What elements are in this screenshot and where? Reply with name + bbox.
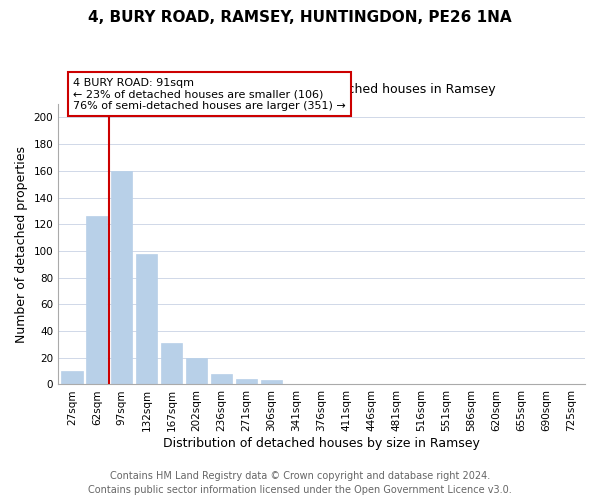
Bar <box>136 254 157 384</box>
Title: Size of property relative to detached houses in Ramsey: Size of property relative to detached ho… <box>148 83 496 96</box>
Text: 4 BURY ROAD: 91sqm
← 23% of detached houses are smaller (106)
76% of semi-detach: 4 BURY ROAD: 91sqm ← 23% of detached hou… <box>73 78 346 110</box>
Bar <box>261 380 282 384</box>
Bar <box>61 371 83 384</box>
Bar <box>211 374 232 384</box>
Bar <box>161 343 182 384</box>
Text: 4, BURY ROAD, RAMSEY, HUNTINGDON, PE26 1NA: 4, BURY ROAD, RAMSEY, HUNTINGDON, PE26 1… <box>88 10 512 25</box>
Bar <box>86 216 107 384</box>
Bar <box>186 358 208 384</box>
Text: Contains HM Land Registry data © Crown copyright and database right 2024.
Contai: Contains HM Land Registry data © Crown c… <box>88 471 512 495</box>
Bar <box>236 379 257 384</box>
Y-axis label: Number of detached properties: Number of detached properties <box>15 146 28 342</box>
Bar <box>111 171 133 384</box>
X-axis label: Distribution of detached houses by size in Ramsey: Distribution of detached houses by size … <box>163 437 480 450</box>
